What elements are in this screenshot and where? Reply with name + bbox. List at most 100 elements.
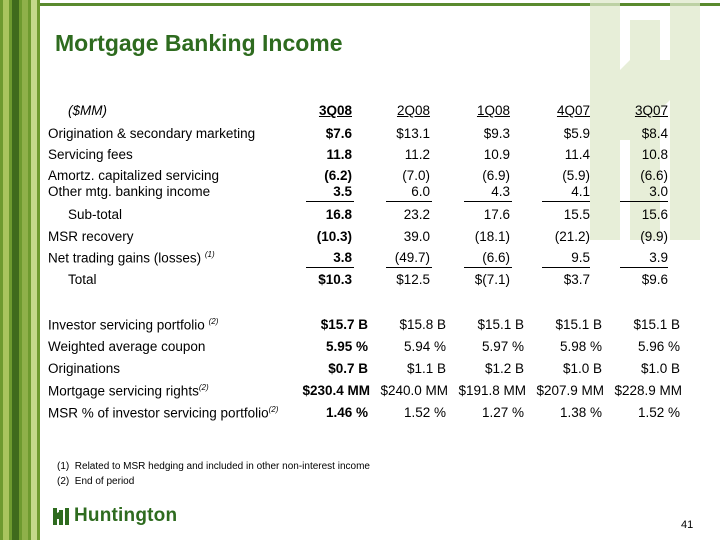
cell: $1.0 B <box>640 361 680 376</box>
cell: 4.3 <box>491 184 510 199</box>
cell: 4.1 <box>571 184 590 199</box>
cell: (49.7) <box>394 250 430 265</box>
brand-logo: Huntington <box>52 505 177 527</box>
cell: 11.8 <box>326 147 352 162</box>
cell: $13.1 <box>396 126 430 141</box>
subtotal-rule <box>542 201 590 202</box>
table-header: ($MM) 3Q08 2Q08 1Q08 4Q07 3Q07 <box>0 103 720 123</box>
table-row: Net trading gains (losses) (1) 3.8 (49.7… <box>0 250 720 270</box>
cell: (21.2) <box>554 229 590 244</box>
cell: 1.52 % <box>637 405 680 420</box>
watermark-logo-icon <box>590 0 700 240</box>
row-label: Servicing fees <box>48 147 133 162</box>
col-header: 2Q08 <box>396 103 430 118</box>
row-label: Investor servicing portfolio (2) <box>48 317 219 333</box>
cell: 1.46 % <box>325 405 368 420</box>
cell: 5.95 % <box>325 339 368 354</box>
table-row: Investor servicing portfolio (2) $15.7 B… <box>0 317 720 337</box>
cell: 9.5 <box>571 250 590 265</box>
cell: 1.27 % <box>481 405 524 420</box>
decorative-stripes <box>0 0 40 540</box>
table-row: Total $10.3 $12.5 $(7.1) $3.7 $9.6 <box>0 272 720 292</box>
cell: 11.2 <box>404 147 430 162</box>
cell: 3.5 <box>333 184 352 199</box>
row-label: Sub-total <box>68 207 123 222</box>
cell: 5.96 % <box>637 339 680 354</box>
row-label: Weighted average coupon <box>48 339 206 354</box>
col-header: 3Q07 <box>634 103 668 118</box>
unit-label: ($MM) <box>68 103 107 118</box>
subtotal-rule <box>306 201 354 202</box>
cell: 1.52 % <box>403 405 446 420</box>
cell: $15.7 B <box>320 317 368 332</box>
total-rule <box>542 267 590 268</box>
subtotal-rule <box>620 201 668 202</box>
cell: $8.4 <box>641 126 668 141</box>
cell: 3.0 <box>649 184 668 199</box>
cell: $12.5 <box>396 272 430 287</box>
cell: $15.1 B <box>633 317 680 332</box>
cell: $1.2 B <box>484 361 524 376</box>
total-rule <box>386 267 432 268</box>
cell: $207.9 MM <box>536 383 604 398</box>
cell: $15.1 B <box>555 317 602 332</box>
cell: 17.6 <box>483 207 510 222</box>
cell: 5.97 % <box>481 339 524 354</box>
table-row: Origination & secondary marketing $7.6 $… <box>0 126 720 146</box>
cell: $1.0 B <box>562 361 602 376</box>
table-row: MSR % of investor servicing portfolio(2)… <box>0 405 720 425</box>
subtotal-rule <box>464 201 512 202</box>
cell: $9.3 <box>483 126 510 141</box>
brand-name: Huntington <box>74 505 178 526</box>
page-title: Mortgage Banking Income <box>55 30 343 56</box>
cell: 1.38 % <box>559 405 602 420</box>
total-rule <box>620 267 668 268</box>
cell: $191.8 MM <box>458 383 526 398</box>
cell: $7.6 <box>325 126 352 141</box>
row-label: Other mtg. banking income <box>48 184 211 199</box>
row-label: Amortz. capitalized servicing <box>48 168 220 183</box>
table-row: Amortz. capitalized servicing (6.2) (7.0… <box>0 168 720 188</box>
cell: 6.0 <box>411 184 430 199</box>
row-label: Mortgage servicing rights(2) <box>48 383 209 399</box>
footnote-number: (2) <box>57 476 70 487</box>
table-row: Mortgage servicing rights(2) $230.4 MM $… <box>0 383 720 403</box>
row-label: Origination & secondary marketing <box>48 126 256 141</box>
cell: 15.6 <box>641 207 668 222</box>
footnote: (1) Related to MSR hedging and included … <box>57 461 370 472</box>
cell: 5.98 % <box>559 339 602 354</box>
cell: $3.7 <box>563 272 590 287</box>
cell: 39.0 <box>403 229 430 244</box>
cell: $15.8 B <box>399 317 446 332</box>
cell: $228.9 MM <box>614 383 682 398</box>
table-row: Servicing fees 11.8 11.2 10.9 11.4 10.8 <box>0 147 720 167</box>
cell: $10.3 <box>318 272 352 287</box>
cell: 23.2 <box>403 207 430 222</box>
cell: (6.6) <box>482 250 510 265</box>
cell: $9.6 <box>641 272 668 287</box>
page-number: 41 <box>681 519 694 531</box>
cell: $(7.1) <box>474 272 510 287</box>
cell: (9.9) <box>640 229 668 244</box>
total-rule <box>306 267 354 268</box>
cell: 10.8 <box>641 147 668 162</box>
huntington-logo-icon <box>53 508 69 525</box>
row-label: MSR % of investor servicing portfolio(2) <box>48 405 279 421</box>
footnote-text: End of period <box>74 476 135 487</box>
cell: (18.1) <box>474 229 510 244</box>
row-label: MSR recovery <box>48 229 134 244</box>
cell: 15.5 <box>563 207 590 222</box>
table-row: Sub-total 16.8 23.2 17.6 15.5 15.6 <box>0 207 720 227</box>
footnote-text: Related to MSR hedging and included in o… <box>74 461 370 472</box>
total-rule <box>464 267 512 268</box>
cell: $230.4 MM <box>302 383 370 398</box>
row-label: Net trading gains (losses) (1) <box>48 250 215 266</box>
cell: 5.94 % <box>403 339 446 354</box>
cell: $0.7 B <box>328 361 368 376</box>
cell: (7.0) <box>402 168 430 183</box>
cell: (6.6) <box>640 168 668 183</box>
row-label: Total <box>68 272 97 287</box>
col-header: 1Q08 <box>476 103 510 118</box>
row-label: Originations <box>48 361 121 376</box>
cell: 3.9 <box>649 250 668 265</box>
